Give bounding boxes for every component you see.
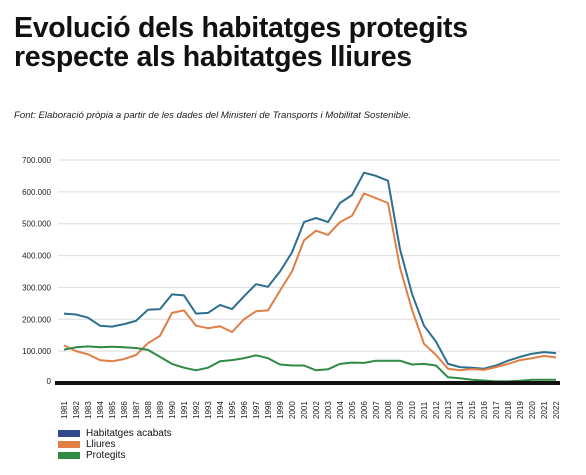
x-tick-label: 1988 — [144, 401, 153, 419]
x-tick-label: 1986 — [120, 401, 129, 419]
series-line-lliures — [63, 192, 557, 372]
x-tick-label: 1994 — [216, 401, 225, 419]
x-tick-label: 1992 — [192, 401, 201, 419]
x-tick-label: 1999 — [276, 401, 285, 419]
y-tick-label: 600.000 — [22, 188, 51, 197]
x-tick-label: 2002 — [312, 401, 321, 419]
x-axis-ticks: 1981 1982 1983 1984 1985 1986 1987 1988 1989 1990… — [60, 401, 561, 419]
x-tick-label: 1983 — [84, 401, 93, 419]
x-tick-label: 2019 — [516, 401, 525, 419]
series-line-protegits — [63, 345, 556, 383]
x-tick-label: 1993 — [204, 401, 213, 419]
legend-swatch-protegits — [58, 452, 80, 459]
x-tick-label: 2009 — [396, 401, 405, 419]
x-tick-label: 2021 — [540, 401, 549, 419]
series-lines — [63, 171, 557, 383]
x-tick-label: 2012 — [432, 401, 441, 419]
x-tick-label: 2006 — [360, 401, 369, 419]
legend-item-habitatges-acabats: Habitatges acabats — [58, 428, 172, 439]
y-tick-label: 400.000 — [22, 252, 51, 261]
y-tick-label: 100.000 — [22, 347, 51, 356]
x-tick-label: 1996 — [240, 401, 249, 419]
legend-swatch-lliures — [58, 441, 80, 448]
x-tick-label: 2020 — [528, 401, 537, 419]
legend-label: Habitatges acabats — [86, 428, 172, 439]
legend-item-protegits: Protegits — [58, 450, 172, 461]
x-tick-label: 1981 — [60, 401, 69, 419]
x-tick-label: 2010 — [408, 401, 417, 419]
legend: Habitatges acabats Lliures Protegits — [58, 428, 172, 461]
legend-swatch-habitatges-acabats — [58, 430, 80, 437]
x-tick-label: 2016 — [480, 401, 489, 419]
y-tick-label: 300.000 — [22, 283, 51, 292]
x-tick-label: 1984 — [96, 401, 105, 419]
series-line-habitatges-acabats — [63, 171, 557, 370]
x-tick-label: 1995 — [228, 401, 237, 419]
x-tick-label: 2005 — [348, 401, 357, 419]
x-tick-label: 1990 — [168, 401, 177, 419]
y-tick-label: 0 — [47, 377, 52, 386]
legend-label: Protegits — [86, 450, 126, 461]
x-tick-label: 2015 — [468, 401, 477, 419]
x-tick-label: 2011 — [420, 401, 429, 419]
y-tick-label: 500.000 — [22, 220, 51, 229]
x-tick-label: 1989 — [156, 401, 165, 419]
x-tick-label: 2003 — [324, 401, 333, 419]
x-tick-label: 2018 — [504, 401, 513, 419]
x-tick-label: 2004 — [336, 401, 345, 419]
x-tick-label: 1987 — [132, 401, 141, 419]
source-note: Font: Elaboració pròpia a partir de les … — [14, 110, 412, 121]
x-tick-label: 1998 — [264, 401, 273, 419]
x-tick-label: 1982 — [72, 401, 81, 419]
y-axis-ticks: 0 100.000 200.000 300.000 400.000 500.000 600.… — [22, 156, 51, 386]
x-tick-label: 1997 — [252, 401, 261, 419]
y-tick-label: 200.000 — [22, 315, 51, 324]
x-axis-baseline — [55, 381, 560, 385]
x-tick-label: 2008 — [384, 401, 393, 419]
x-tick-label: 2017 — [492, 401, 501, 419]
x-tick-label: 2007 — [372, 401, 381, 419]
legend-label: Lliures — [86, 439, 116, 450]
gridlines — [58, 159, 560, 352]
y-tick-label: 700.000 — [22, 156, 51, 165]
x-tick-label: 2000 — [288, 401, 297, 419]
x-tick-label: 2022 — [552, 401, 561, 419]
x-tick-label: 1991 — [180, 401, 189, 419]
x-tick-label: 1985 — [108, 401, 117, 419]
x-tick-label: 2014 — [456, 401, 465, 419]
legend-item-lliures: Lliures — [58, 439, 172, 450]
x-tick-label: 2001 — [300, 401, 309, 419]
x-tick-label: 2013 — [444, 401, 453, 419]
chart-title: Evolució dels habitatges protegits respe… — [14, 12, 468, 73]
